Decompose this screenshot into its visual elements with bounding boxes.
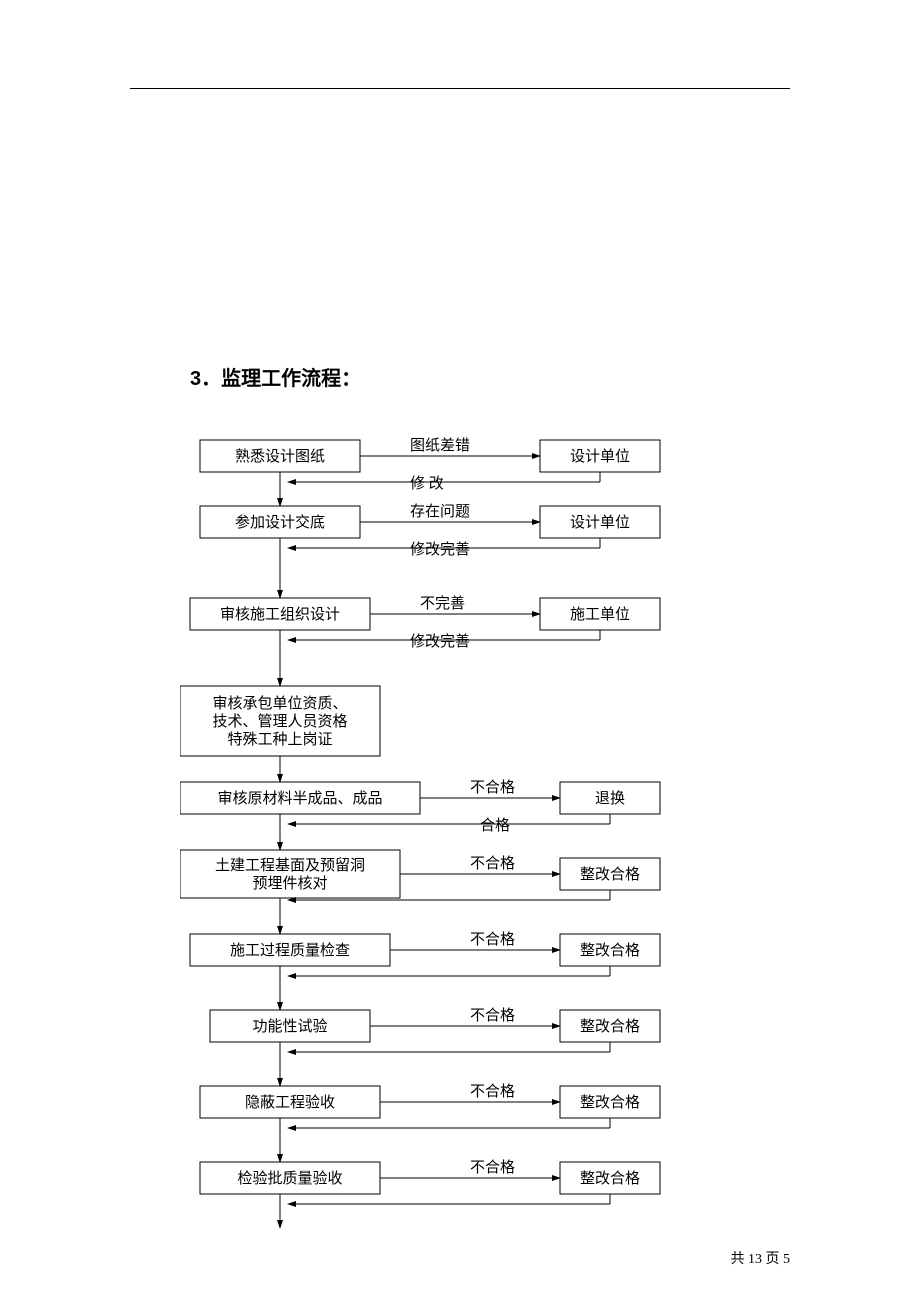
- node-label: 特殊工种上岗证: [227, 731, 332, 748]
- node-label: 整改合格: [580, 1018, 640, 1035]
- node-label: 熟悉设计图纸: [235, 448, 325, 465]
- node-label: 整改合格: [580, 1094, 640, 1111]
- flowchart: 熟悉设计图纸设计单位参加设计交底设计单位审核施工组织设计施工单位审核承包单位资质…: [180, 420, 740, 1235]
- node-label: 技术、管理人员资格: [212, 713, 347, 730]
- edge-label: 不合格: [470, 1159, 515, 1176]
- page-footer: 共 13 页 5: [731, 1248, 791, 1268]
- header-rule: [130, 88, 790, 89]
- edge-label: 不合格: [470, 855, 515, 872]
- edge-label: 修改完善: [410, 633, 470, 650]
- node-label: 参加设计交底: [235, 513, 325, 531]
- node-label: 土建工程基面及预留洞: [215, 857, 365, 874]
- node-label: 整改合格: [580, 1170, 640, 1187]
- edge-label: 修改完善: [410, 541, 470, 558]
- node-label: 检验批质量验收: [237, 1170, 342, 1187]
- node-label: 审核施工组织设计: [220, 606, 340, 623]
- edge-label: 修 改: [410, 475, 444, 492]
- node-label: 整改合格: [580, 942, 640, 959]
- edge-label: 不合格: [470, 1007, 515, 1024]
- edge-label: 不合格: [470, 1083, 515, 1100]
- node-label: 功能性试验: [252, 1018, 327, 1035]
- node-label: 预埋件核对: [252, 875, 327, 892]
- edge-label: 图纸差错: [410, 437, 470, 454]
- node-label: 施工过程质量检查: [230, 942, 350, 959]
- node-label: 审核承包单位资质、: [212, 695, 347, 712]
- edge-label: 不合格: [470, 931, 515, 948]
- node-label: 设计单位: [570, 514, 630, 531]
- edge-label: 不合格: [470, 779, 515, 796]
- node-label: 整改合格: [580, 866, 640, 883]
- edge-label: 存在问题: [410, 503, 470, 520]
- page: 3．监理工作流程： 熟悉设计图纸设计单位参加设计交底设计单位审核施工组织设计施工…: [0, 0, 920, 1302]
- node-label: 施工单位: [570, 606, 630, 623]
- node-label: 隐蔽工程验收: [245, 1094, 335, 1111]
- section-title: 3．监理工作流程：: [190, 362, 361, 391]
- edge-label: 不完善: [420, 595, 465, 612]
- node-label: 退换: [595, 790, 625, 807]
- node-label: 设计单位: [570, 448, 630, 465]
- node-label: 审核原材料半成品、成品: [217, 790, 382, 807]
- edge-label: 合格: [480, 817, 510, 834]
